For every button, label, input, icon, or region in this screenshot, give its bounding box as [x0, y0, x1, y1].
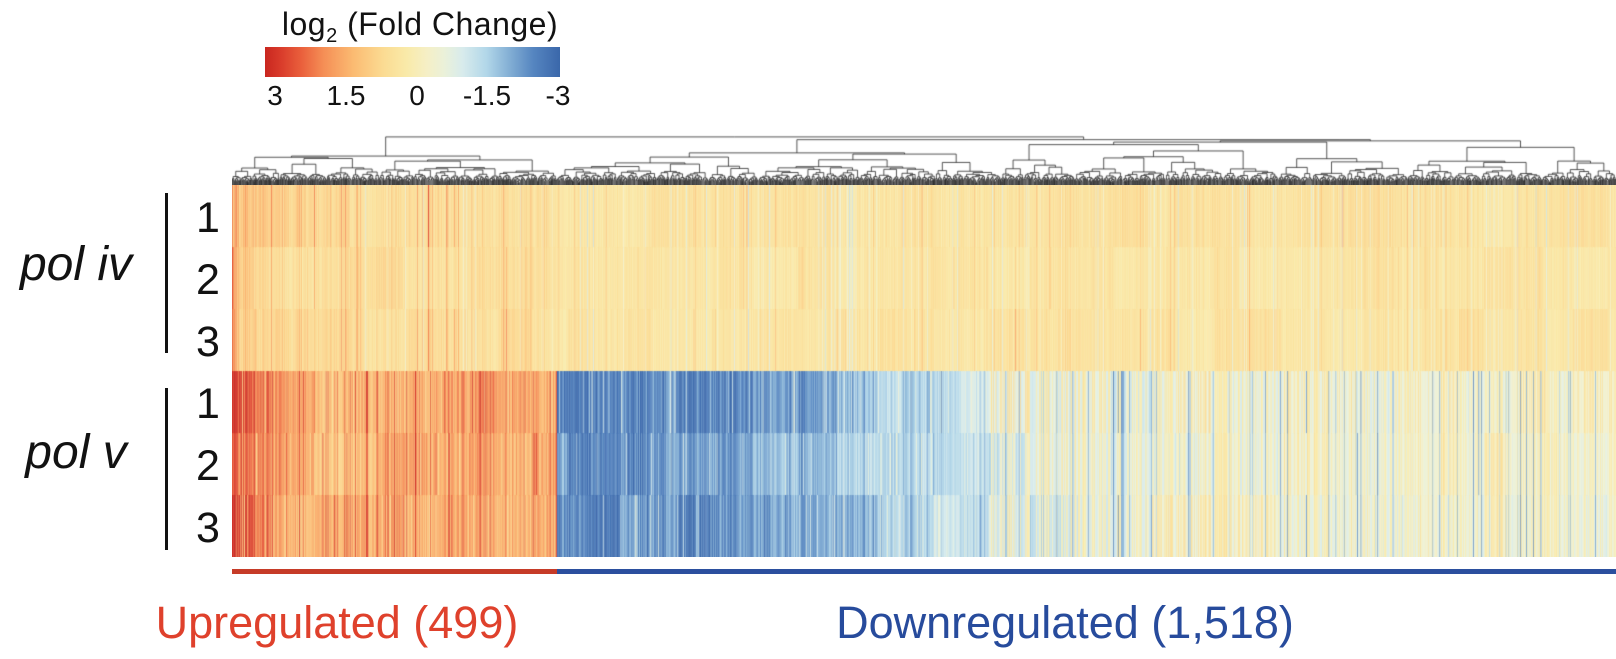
downregulated-underline: [557, 569, 1616, 574]
upregulated-label: Upregulated (499): [155, 597, 519, 648]
colorbar-ticks: 3 1.5 0 -1.5 -3: [255, 80, 570, 112]
dendrogram: [232, 118, 1616, 185]
upregulated-underline: [232, 569, 557, 574]
colorbar-title-subscript: 2: [326, 25, 338, 47]
replicate-label-pol-iv-3: 3: [196, 318, 220, 366]
replicate-label-pol-iv-1: 1: [196, 194, 220, 242]
colorbar-title: log2 (Fold Change): [230, 6, 610, 47]
downregulated-label: Downregulated (1,518): [836, 597, 1294, 648]
colorbar-tick: -1.5: [462, 80, 512, 111]
colorbar-tick: -3: [545, 80, 571, 111]
replicate-label-pol-v-2: 2: [196, 442, 220, 490]
pol-v-bracket: [165, 388, 168, 550]
colorbar-title-log: log: [281, 6, 327, 42]
pol-iv-bracket: [165, 193, 168, 353]
group-label-pol-iv: pol iv: [19, 238, 133, 291]
colorbar-tick: 1.5: [326, 80, 366, 111]
colorbar-tick: 0: [409, 80, 425, 111]
colorbar-gradient: [265, 47, 560, 77]
replicate-label-pol-iv-2: 2: [196, 256, 220, 304]
replicate-label-pol-v-1: 1: [196, 380, 220, 428]
replicate-label-pol-v-3: 3: [196, 504, 220, 552]
group-label-pol-v: pol v: [25, 426, 127, 479]
colorbar-title-rest: (Fold Change): [337, 6, 559, 42]
colorbar-tick: 3: [267, 80, 283, 111]
heatmap: [232, 185, 1616, 557]
